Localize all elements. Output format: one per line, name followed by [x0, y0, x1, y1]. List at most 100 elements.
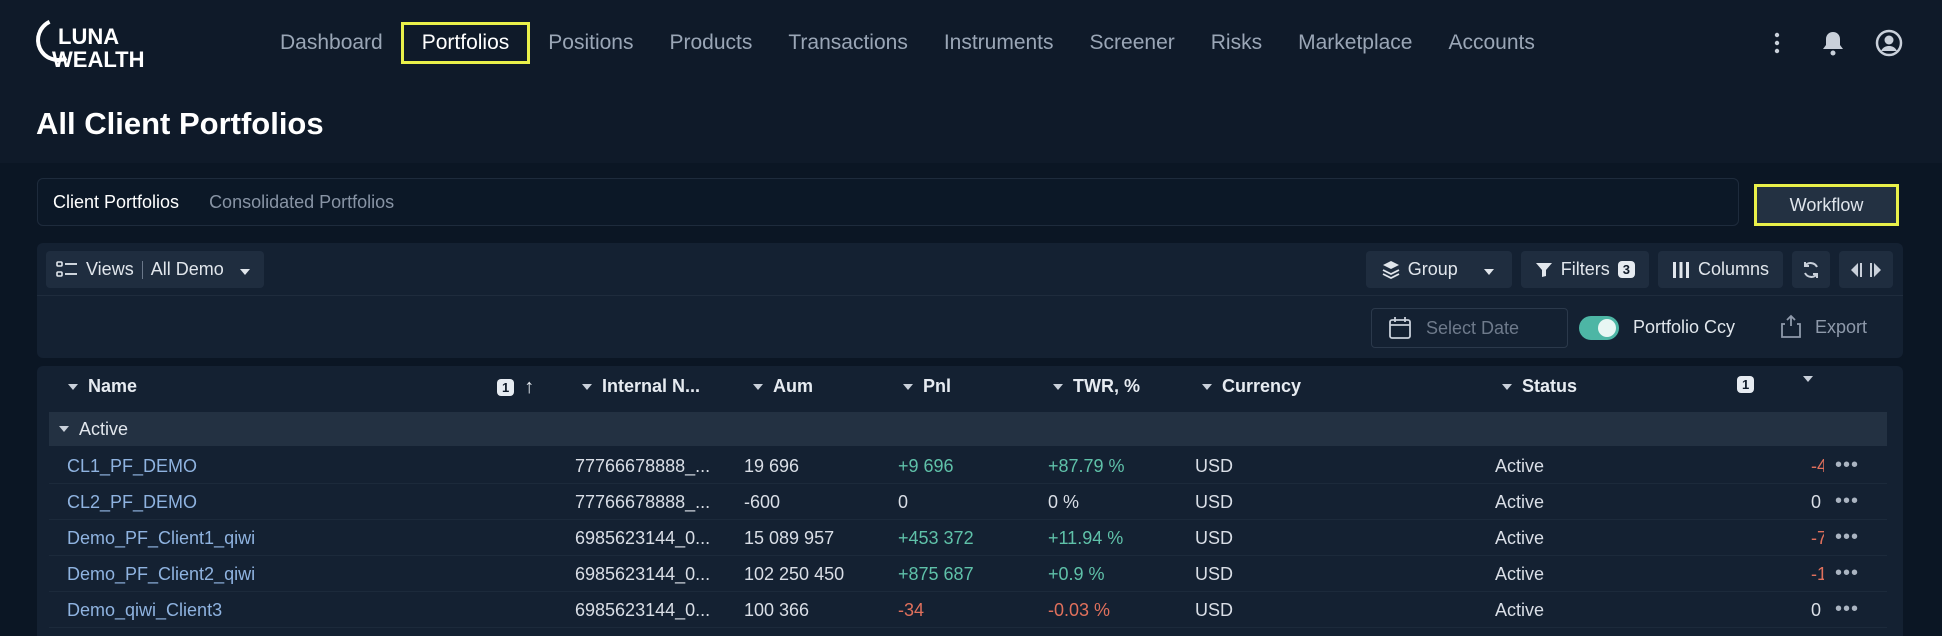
- columns-label: Columns: [1697, 259, 1769, 279]
- date-picker[interactable]: Select Date: [1371, 308, 1568, 348]
- row-actions-more-icon[interactable]: •••: [1834, 490, 1859, 512]
- column-menu-icon[interactable]: [582, 383, 592, 390]
- layers-icon: [1382, 260, 1400, 279]
- status-filter-indicator[interactable]: 1: [1737, 376, 1755, 393]
- bell-icon[interactable]: [1818, 28, 1848, 58]
- nav-instruments[interactable]: Instruments: [943, 31, 1054, 54]
- column-menu-icon[interactable]: [1502, 383, 1512, 390]
- column-menu-icon[interactable]: [1803, 376, 1813, 382]
- name-sort-indicator[interactable]: 1 ↑: [497, 376, 534, 399]
- table-row[interactable]: Demo_PF_Client1_qiwi 6985623144_0... 15 …: [49, 520, 1887, 556]
- views-dropdown[interactable]: Views All Demo: [46, 251, 264, 288]
- nav-dashboard[interactable]: Dashboard: [280, 31, 383, 54]
- nav-transactions[interactable]: Transactions: [788, 31, 908, 54]
- nav-accounts[interactable]: Accounts: [1448, 31, 1535, 54]
- col-name-label: Name: [88, 376, 138, 396]
- cell-status: Active: [1495, 600, 1545, 620]
- views-list-icon: [56, 260, 77, 277]
- export-button[interactable]: Export: [1779, 314, 1867, 340]
- cell-internal: 77766678888_...: [575, 492, 711, 512]
- cell-name[interactable]: Demo_qiwi_Client3: [67, 600, 223, 620]
- row-actions-more-icon[interactable]: •••: [1834, 562, 1859, 584]
- portfolio-ccy-toggle[interactable]: [1579, 316, 1619, 340]
- cell-extra: 0: [1811, 600, 1822, 620]
- table-row[interactable]: Demo_qiwi_Client3 6985623144_0... 100 36…: [49, 592, 1887, 628]
- filters-label: Filters: [1560, 259, 1610, 279]
- cell-extra: -7: [1811, 528, 1824, 548]
- col-header-twr[interactable]: TWR, %: [1053, 376, 1140, 397]
- column-menu-icon[interactable]: [753, 383, 763, 390]
- nav-products[interactable]: Products: [669, 31, 753, 54]
- cell-status: Active: [1495, 456, 1545, 476]
- views-label: Views: [86, 259, 134, 279]
- nav-risks[interactable]: Risks: [1210, 31, 1263, 54]
- row-actions-more-icon[interactable]: •••: [1834, 526, 1859, 548]
- table-row[interactable]: CL1_PF_DEMO 77766678888_... 19 696 +9 69…: [49, 448, 1887, 484]
- row-actions-more-icon[interactable]: •••: [1834, 598, 1859, 620]
- col-header-currency[interactable]: Currency: [1202, 376, 1301, 397]
- panel-toggle-button[interactable]: [1839, 251, 1893, 288]
- cell-name[interactable]: Demo_PF_Client2_qiwi: [67, 564, 256, 584]
- cell-currency: USD: [1195, 492, 1234, 512]
- group-label: Group: [1407, 259, 1458, 279]
- column-menu-icon[interactable]: [68, 383, 78, 390]
- luna-wealth-logo[interactable]: LUNA WEALTH: [29, 11, 146, 74]
- cell-pnl: +453 372: [898, 528, 974, 548]
- col-header-aum[interactable]: Aum: [753, 376, 813, 397]
- col-header-extra[interactable]: [1803, 376, 1813, 382]
- status-filter-badge: 1: [1737, 376, 1755, 393]
- cell-twr: 0 %: [1048, 492, 1080, 512]
- tab-client-portfolios[interactable]: Client Portfolios: [53, 191, 180, 212]
- col-header-pnl[interactable]: Pnl: [903, 376, 951, 397]
- cell-currency: USD: [1195, 600, 1234, 620]
- table-header: Name 1 ↑ Internal N... Aum Pnl TWR, % Cu…: [37, 366, 1903, 412]
- more-vertical-icon[interactable]: [1762, 28, 1792, 58]
- cell-status: Active: [1495, 528, 1545, 548]
- cell-extra: -1: [1811, 564, 1824, 584]
- group-row-active[interactable]: Active: [49, 412, 1887, 446]
- workflow-button[interactable]: Workflow: [1754, 184, 1899, 226]
- col-header-name[interactable]: Name: [68, 376, 137, 397]
- row-actions-more-icon[interactable]: •••: [1834, 454, 1859, 476]
- chevron-down-icon: [239, 259, 250, 280]
- chevron-down-icon: [1483, 259, 1494, 280]
- refresh-button[interactable]: [1792, 251, 1830, 288]
- nav-screener[interactable]: Screener: [1089, 31, 1175, 54]
- calendar-icon: [1389, 317, 1411, 339]
- column-menu-icon[interactable]: [1202, 383, 1212, 390]
- tab-consolidated-portfolios[interactable]: Consolidated Portfolios: [209, 191, 395, 212]
- table-row[interactable]: CL2_PF_DEMO 77766678888_... -600 0 0 % U…: [49, 484, 1887, 520]
- table-subbar: Select Date Portfolio Ccy Export: [37, 296, 1903, 358]
- col-pnl-label: Pnl: [923, 376, 952, 396]
- cell-name[interactable]: CL2_PF_DEMO: [67, 492, 198, 512]
- cell-twr: +0.9 %: [1048, 564, 1105, 584]
- col-twr-label: TWR, %: [1073, 376, 1140, 396]
- cell-internal: 6985623144_0...: [575, 528, 711, 548]
- nav-portfolios[interactable]: Portfolios: [400, 22, 531, 64]
- col-header-status[interactable]: Status: [1502, 376, 1577, 397]
- nav-marketplace[interactable]: Marketplace: [1298, 31, 1413, 54]
- cell-name[interactable]: CL1_PF_DEMO: [67, 456, 198, 476]
- group-collapse-icon[interactable]: [59, 426, 69, 432]
- cell-name[interactable]: Demo_PF_Client1_qiwi: [67, 528, 256, 548]
- column-menu-icon[interactable]: [903, 383, 913, 390]
- refresh-icon: [1804, 261, 1818, 278]
- columns-button[interactable]: Columns: [1657, 251, 1783, 288]
- logo-text-line2: WEALTH: [52, 47, 145, 72]
- column-menu-icon[interactable]: [1053, 383, 1063, 390]
- filters-button[interactable]: Filters 3: [1520, 251, 1649, 288]
- cell-status: Active: [1495, 492, 1545, 512]
- table-row[interactable]: Demo_PF_Client2_qiwi 6985623144_0... 102…: [49, 556, 1887, 592]
- columns-icon: [1672, 261, 1689, 278]
- cell-pnl: -34: [898, 600, 925, 620]
- col-currency-label: Currency: [1222, 376, 1302, 396]
- user-avatar-icon[interactable]: [1874, 28, 1904, 58]
- filter-funnel-icon: [1535, 262, 1552, 277]
- toolbar-right: Group Filters 3 Columns: [1365, 251, 1893, 288]
- nav-positions[interactable]: Positions: [548, 31, 634, 54]
- group-dropdown[interactable]: Group: [1365, 251, 1512, 288]
- col-header-internal[interactable]: Internal N...: [582, 376, 700, 397]
- views-value: All Demo: [150, 259, 224, 279]
- cell-aum: 19 696: [744, 456, 800, 476]
- top-navigation-bar: LUNA WEALTH Dashboard Portfolios Positio…: [0, 0, 1942, 88]
